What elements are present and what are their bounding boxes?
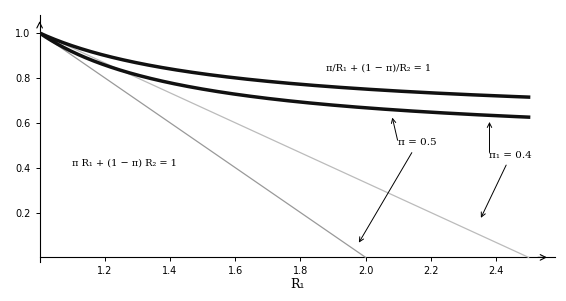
Text: π = 0.5: π = 0.5 [359,138,437,242]
Text: π R₁ + (1 − π) R₂ = 1: π R₁ + (1 − π) R₂ = 1 [72,159,177,168]
Text: π₁ = 0.4: π₁ = 0.4 [481,151,532,217]
Text: π/R₁ + (1 − π)/R₂ = 1: π/R₁ + (1 − π)/R₂ = 1 [327,63,432,72]
X-axis label: R₁: R₁ [290,278,305,291]
